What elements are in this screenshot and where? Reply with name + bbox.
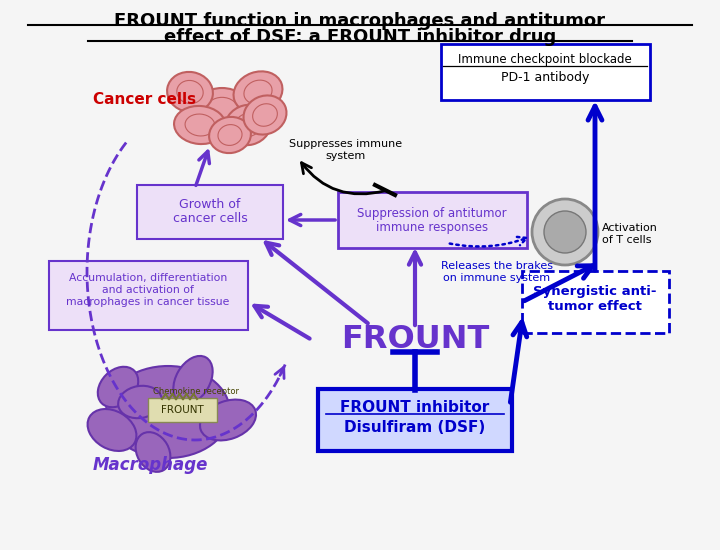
- Ellipse shape: [106, 366, 230, 458]
- Text: Suppresses immune
system: Suppresses immune system: [289, 139, 402, 161]
- Ellipse shape: [98, 367, 138, 407]
- Text: Synergistic anti-: Synergistic anti-: [534, 285, 657, 299]
- Ellipse shape: [209, 117, 251, 153]
- Text: Activation: Activation: [602, 223, 658, 233]
- Text: Cancer cells: Cancer cells: [94, 92, 197, 107]
- Text: Releases the brakes
on immune system: Releases the brakes on immune system: [441, 261, 553, 283]
- Ellipse shape: [135, 432, 171, 472]
- Text: tumor effect: tumor effect: [548, 300, 642, 312]
- Ellipse shape: [88, 409, 136, 451]
- Text: Immune checkpoint blockade: Immune checkpoint blockade: [458, 53, 632, 67]
- Ellipse shape: [174, 106, 226, 144]
- Text: immune responses: immune responses: [376, 221, 488, 234]
- Text: FROUNT function in macrophages and antitumor: FROUNT function in macrophages and antit…: [114, 12, 606, 30]
- Text: cancer cells: cancer cells: [173, 212, 248, 226]
- Ellipse shape: [167, 72, 213, 112]
- Text: Chemokine receptor: Chemokine receptor: [153, 387, 239, 395]
- Text: FROUNT: FROUNT: [341, 324, 489, 355]
- FancyBboxPatch shape: [338, 192, 526, 248]
- Text: Disulfiram (DSF): Disulfiram (DSF): [344, 421, 485, 436]
- Ellipse shape: [243, 96, 287, 135]
- Circle shape: [532, 199, 598, 265]
- Text: PD-1 antibody: PD-1 antibody: [501, 72, 589, 85]
- Text: FROUNT inhibitor: FROUNT inhibitor: [341, 399, 490, 415]
- Ellipse shape: [194, 88, 250, 132]
- Ellipse shape: [174, 356, 212, 404]
- Circle shape: [544, 211, 586, 253]
- Text: and activation of: and activation of: [102, 285, 194, 295]
- Ellipse shape: [200, 400, 256, 441]
- Ellipse shape: [118, 386, 162, 418]
- FancyBboxPatch shape: [318, 389, 512, 451]
- Ellipse shape: [225, 105, 271, 145]
- Text: Accumulation, differentiation: Accumulation, differentiation: [69, 273, 227, 283]
- Text: Macrophage: Macrophage: [92, 456, 207, 474]
- FancyBboxPatch shape: [521, 271, 668, 333]
- FancyBboxPatch shape: [441, 44, 649, 100]
- Text: macrophages in cancer tissue: macrophages in cancer tissue: [66, 297, 230, 307]
- FancyBboxPatch shape: [148, 398, 217, 422]
- FancyBboxPatch shape: [48, 261, 248, 329]
- Text: Suppression of antitumor: Suppression of antitumor: [357, 206, 507, 219]
- Ellipse shape: [233, 72, 282, 113]
- Text: effect of DSF: a FROUNT inhibitor drug: effect of DSF: a FROUNT inhibitor drug: [164, 28, 556, 46]
- Text: Growth of: Growth of: [179, 199, 240, 212]
- FancyBboxPatch shape: [137, 185, 283, 239]
- Text: FROUNT: FROUNT: [161, 405, 203, 415]
- Text: of T cells: of T cells: [602, 235, 652, 245]
